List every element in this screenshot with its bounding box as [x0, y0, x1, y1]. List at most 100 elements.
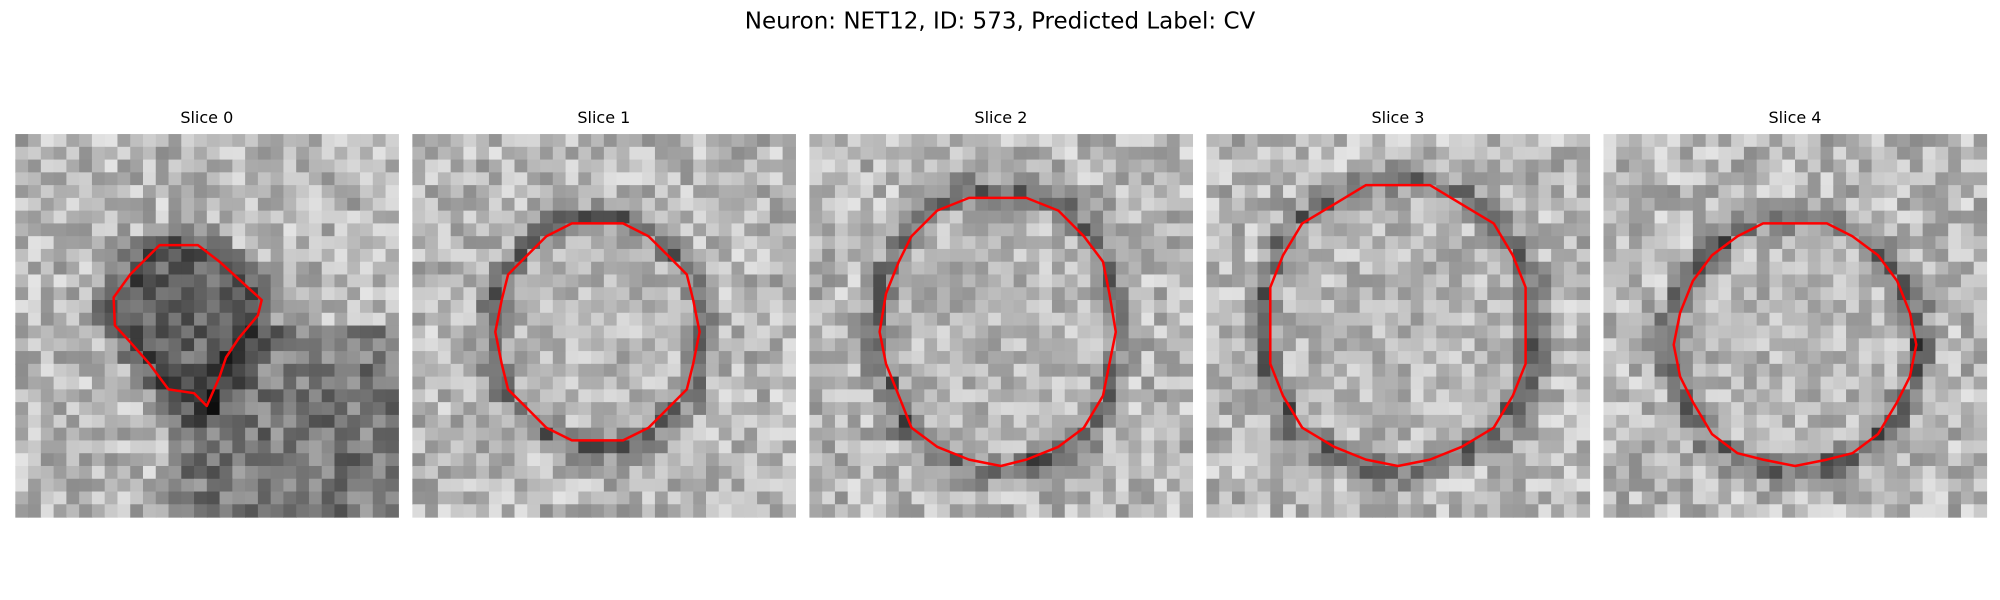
- pixel: [1512, 223, 1527, 237]
- pixel: [425, 325, 439, 339]
- pixel: [1884, 261, 1898, 276]
- pixel: [1629, 504, 1643, 518]
- pixel: [527, 478, 541, 493]
- pixel: [1090, 414, 1104, 429]
- pixel: [949, 427, 964, 442]
- pixel: [731, 338, 745, 352]
- pixel: [1115, 223, 1130, 237]
- pixel: [1308, 440, 1322, 454]
- pixel: [1270, 312, 1284, 327]
- pixel: [130, 504, 144, 518]
- pixel: [155, 504, 170, 518]
- pixel: [1743, 159, 1758, 173]
- pixel: [1128, 185, 1142, 199]
- pixel: [1064, 465, 1079, 480]
- pixel: [1603, 248, 1617, 263]
- pixel: [769, 491, 784, 505]
- pixel: [706, 389, 720, 403]
- pixel: [1128, 427, 1142, 442]
- pixel: [463, 236, 477, 250]
- pixel: [552, 465, 567, 480]
- pixel: [591, 389, 605, 403]
- pixel: [1013, 427, 1028, 442]
- pixel: [488, 478, 503, 493]
- pixel: [1846, 185, 1860, 199]
- pixel: [334, 440, 348, 454]
- pixel: [1461, 300, 1476, 314]
- pixel: [1141, 274, 1155, 288]
- pixel: [66, 465, 80, 480]
- pixel: [385, 351, 399, 365]
- pixel: [425, 312, 439, 327]
- pixel: [706, 440, 720, 454]
- pixel: [40, 363, 55, 378]
- pixel: [809, 312, 823, 327]
- pixel: [1090, 376, 1104, 390]
- pixel: [40, 197, 55, 212]
- pixel: [565, 325, 579, 339]
- pixel: [66, 159, 80, 173]
- pixel: [1538, 325, 1552, 339]
- pixel: [1948, 453, 1962, 467]
- pixel: [53, 210, 67, 225]
- pixel: [514, 504, 528, 518]
- pixel: [91, 465, 106, 480]
- pixel: [1141, 440, 1155, 454]
- pixel: [616, 325, 630, 339]
- pixel: [1960, 172, 1975, 186]
- pixel: [155, 274, 170, 288]
- pixel: [1461, 325, 1476, 339]
- pixel: [1141, 402, 1155, 416]
- pixel: [219, 146, 233, 161]
- pixel: [757, 146, 771, 161]
- pixel: [142, 465, 157, 480]
- pixel: [1270, 300, 1284, 314]
- pixel: [565, 504, 579, 518]
- pixel: [476, 325, 490, 339]
- pixel: [219, 248, 233, 263]
- pixel: [181, 248, 195, 263]
- pixel: [130, 376, 144, 390]
- pixel: [924, 134, 938, 148]
- pixel: [924, 248, 938, 263]
- pixel: [1487, 389, 1501, 403]
- pixel: [1654, 312, 1668, 327]
- pixel: [591, 351, 605, 365]
- pixel: [1680, 248, 1694, 263]
- pixel: [1051, 427, 1066, 442]
- pixel: [1090, 427, 1104, 442]
- pixel: [578, 465, 592, 480]
- pixel: [66, 261, 80, 276]
- pixel: [1244, 236, 1259, 250]
- pixel: [28, 338, 42, 352]
- pixel: [975, 363, 989, 378]
- pixel: [642, 453, 656, 467]
- pixel: [245, 261, 259, 276]
- pixel: [962, 197, 976, 212]
- pixel: [911, 440, 925, 454]
- pixel: [1756, 351, 1771, 365]
- pixel: [194, 351, 208, 365]
- pixel: [1436, 478, 1450, 493]
- pixel: [334, 312, 348, 327]
- pixel: [308, 491, 323, 505]
- pixel: [527, 325, 541, 339]
- pixel: [1641, 376, 1656, 390]
- pixel: [1782, 274, 1796, 288]
- pixel: [1641, 287, 1656, 301]
- pixel: [1244, 338, 1259, 352]
- pixel: [1782, 478, 1796, 493]
- pixel: [1206, 146, 1220, 161]
- pixel: [1166, 185, 1181, 199]
- pixel: [181, 223, 195, 237]
- pixel: [232, 389, 246, 403]
- pixel: [1321, 389, 1335, 403]
- pixel: [372, 146, 387, 161]
- pixel: [1334, 325, 1348, 339]
- pixel: [1270, 134, 1284, 148]
- pixel: [1718, 236, 1732, 250]
- pixel: [680, 414, 694, 429]
- pixel: [1500, 453, 1514, 467]
- pixel: [372, 248, 387, 263]
- pixel: [706, 351, 720, 365]
